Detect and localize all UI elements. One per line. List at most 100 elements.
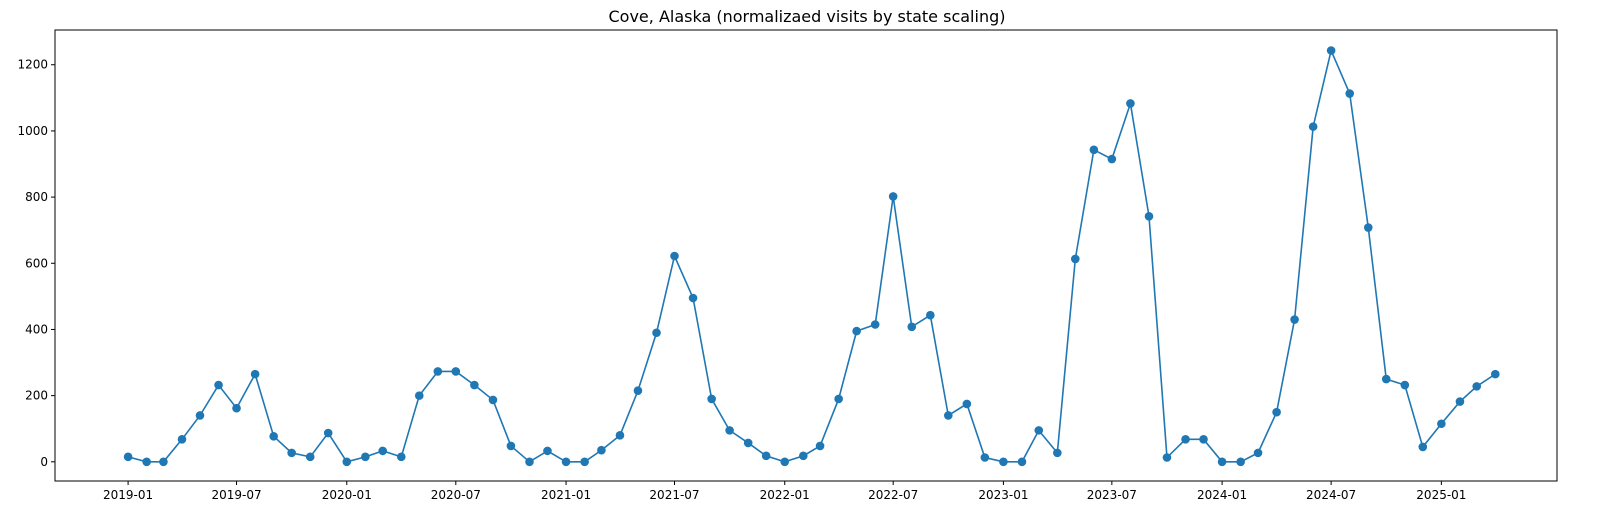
plot-frame xyxy=(54,29,1558,482)
data-point xyxy=(1217,457,1227,467)
data-point xyxy=(361,452,370,462)
data-point xyxy=(926,310,935,320)
data-point xyxy=(597,445,606,455)
data-point xyxy=(633,386,643,395)
data-point xyxy=(1017,457,1027,467)
data-point xyxy=(1363,223,1373,232)
data-point xyxy=(1236,457,1245,467)
data-point xyxy=(525,457,534,467)
y-tick-label: 200 xyxy=(25,389,48,403)
data-point xyxy=(378,446,388,456)
data-point xyxy=(1272,407,1281,417)
data-point xyxy=(652,328,661,338)
data-point xyxy=(1308,122,1318,131)
data-point xyxy=(232,403,241,413)
data-point xyxy=(177,435,187,444)
data-point xyxy=(470,380,479,390)
series-layer xyxy=(123,46,1500,467)
data-point xyxy=(1400,380,1410,390)
series-line xyxy=(127,47,1496,463)
data-point xyxy=(123,452,133,462)
data-point xyxy=(962,399,972,409)
data-point xyxy=(980,453,990,462)
data-point xyxy=(543,446,552,456)
y-tick-label: 1200 xyxy=(17,58,48,72)
x-tick-label: 2025-01 xyxy=(1416,488,1466,502)
data-point xyxy=(1071,254,1080,264)
data-point xyxy=(1345,89,1355,98)
data-point xyxy=(725,426,734,435)
data-point xyxy=(1472,382,1482,391)
y-tick-label: 400 xyxy=(25,322,48,336)
data-point xyxy=(433,367,443,376)
data-point xyxy=(287,448,296,458)
data-point xyxy=(142,457,151,467)
x-tick-label: 2019-01 xyxy=(103,488,153,502)
data-point xyxy=(1490,369,1500,379)
data-point xyxy=(688,293,698,303)
data-point xyxy=(888,192,898,201)
data-point xyxy=(451,367,461,376)
data-point xyxy=(1034,426,1044,435)
data-point xyxy=(323,428,333,438)
x-tick-label: 2023-07 xyxy=(1087,488,1137,502)
data-point xyxy=(1326,46,1336,55)
x-tick-label: 2020-07 xyxy=(431,488,481,502)
data-point xyxy=(1089,145,1099,155)
data-point xyxy=(943,411,953,420)
data-point xyxy=(834,394,843,404)
x-tick-label: 2024-01 xyxy=(1197,488,1247,502)
data-point xyxy=(1290,315,1299,324)
data-point xyxy=(305,452,315,462)
data-point xyxy=(615,431,625,440)
x-tick-label: 2024-07 xyxy=(1306,488,1356,502)
data-point xyxy=(761,451,771,461)
chart-title: Cove, Alaska (normalizaed visits by stat… xyxy=(609,7,1006,26)
data-point xyxy=(1418,442,1428,452)
data-point xyxy=(506,441,516,451)
y-tick-label: 600 xyxy=(25,256,48,270)
data-point xyxy=(214,380,223,390)
data-point xyxy=(414,391,424,400)
data-point xyxy=(1126,99,1135,108)
y-tick-label: 800 xyxy=(25,190,48,204)
x-tick-label: 2023-01 xyxy=(978,488,1028,502)
y-axis: 0 200 400 600 800 1000 1200 xyxy=(17,58,55,469)
data-point xyxy=(852,326,861,336)
data-point xyxy=(1199,435,1208,444)
y-tick-label: 0 xyxy=(40,455,48,469)
data-point xyxy=(1253,448,1263,458)
data-point xyxy=(1455,397,1465,406)
data-point xyxy=(780,457,790,467)
x-axis: 2019-01 2019-07 2020-01 2020-07 2021-01 2021-… xyxy=(103,481,1466,502)
data-point xyxy=(561,457,571,467)
x-tick-label: 2020-01 xyxy=(322,488,372,502)
data-point xyxy=(1053,448,1062,458)
data-point xyxy=(195,411,205,420)
data-point xyxy=(707,394,716,404)
data-point xyxy=(159,457,168,467)
x-tick-label: 2022-07 xyxy=(868,488,918,502)
data-point xyxy=(1181,435,1190,444)
x-tick-label: 2021-07 xyxy=(649,488,699,502)
data-point xyxy=(1144,211,1154,221)
data-point xyxy=(815,441,825,451)
y-tick-label: 1000 xyxy=(17,124,48,138)
data-point xyxy=(999,457,1008,467)
data-point xyxy=(342,457,352,467)
data-point xyxy=(250,369,260,379)
x-tick-label: 2021-01 xyxy=(541,488,591,502)
data-point xyxy=(396,452,406,462)
data-point xyxy=(743,438,753,448)
data-point xyxy=(580,457,589,467)
data-point xyxy=(870,320,880,329)
x-tick-label: 2019-07 xyxy=(211,488,261,502)
data-point xyxy=(1162,453,1172,462)
x-tick-label: 2022-01 xyxy=(760,488,810,502)
data-point xyxy=(799,451,808,461)
data-point xyxy=(1437,419,1446,429)
data-point xyxy=(907,322,917,332)
data-point xyxy=(269,432,278,441)
data-point xyxy=(488,395,498,405)
